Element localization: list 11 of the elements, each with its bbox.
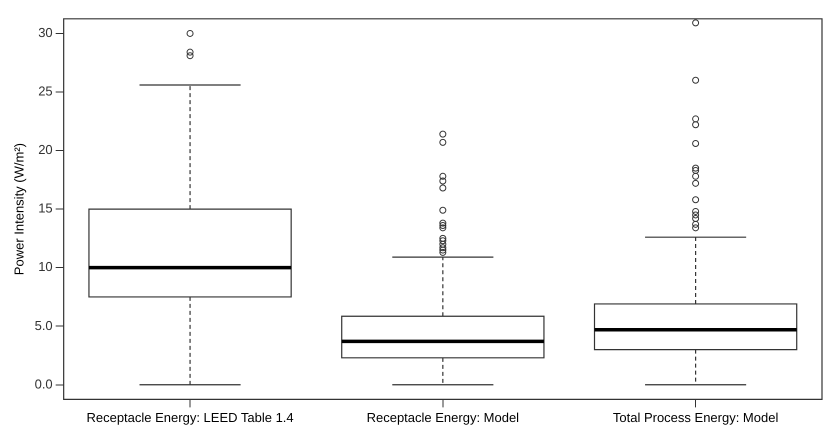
y-tick-label: 25 bbox=[38, 84, 53, 99]
x-tick-label: Total Process Energy: Model bbox=[612, 410, 778, 425]
y-tick-label: 5.0 bbox=[34, 318, 53, 333]
y-tick-label: 20 bbox=[38, 142, 53, 158]
y-tick-label: 30 bbox=[38, 25, 53, 40]
y-tick-label: 10 bbox=[38, 259, 53, 274]
y-tick-label: 0.0 bbox=[34, 376, 53, 392]
y-tick-label: 15 bbox=[38, 200, 53, 216]
x-tick-label: Receptacle Energy: Model bbox=[366, 410, 520, 425]
x-tick-label: Receptacle Energy: LEED Table 1.4 bbox=[86, 410, 294, 425]
y-axis-title: Power Intensity (W/m²) bbox=[11, 143, 26, 276]
